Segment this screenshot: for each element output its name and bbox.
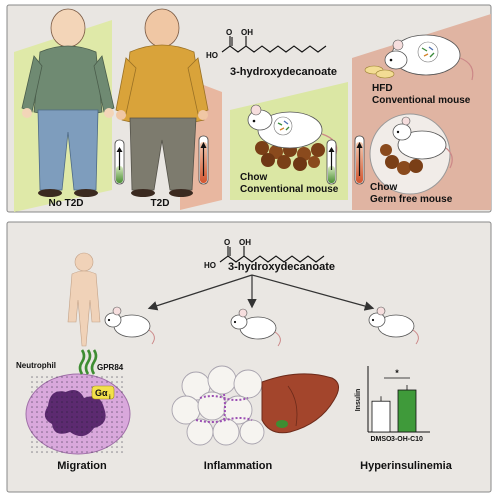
mouse-hfd-conventional: [364, 34, 474, 81]
label-germ-free-mouse: Germ free mouse: [370, 194, 453, 205]
g-alpha-subscript: i: [109, 395, 111, 401]
compound-label-top: 3-hydroxydecanoate: [230, 66, 337, 78]
tube-low-level-human: [114, 139, 125, 185]
tick-label: DMSO: [371, 436, 393, 443]
top-panel: No T2D T2D O OH H: [6, 4, 492, 213]
gpr84-label: GPR84: [97, 363, 124, 372]
chart-bars: DMSO 3-OH-C10: [371, 385, 423, 443]
mouse-germ-free: [369, 113, 453, 195]
g-alpha-i-protein: Gα i: [91, 385, 115, 401]
mouse-migration: [104, 306, 155, 345]
significance-marker: *: [395, 368, 399, 378]
person-no-t2d: [21, 8, 115, 197]
mouse-hyperinsulinemia: [368, 306, 419, 345]
human-silhouette: [67, 252, 101, 347]
compound-structure-top: O OH HO: [206, 28, 327, 60]
formula-oh-top-bottom: OH: [239, 238, 251, 247]
mouse-inflammation: [230, 308, 281, 347]
chart-ylabel: Insulin: [355, 389, 362, 412]
neutrophil-label: Neutrophil: [16, 361, 56, 370]
neutrophil-cell: Gα i: [25, 349, 131, 455]
formula-oh-left: HO: [206, 51, 218, 60]
compound-structure-bottom: O OH HO: [204, 238, 325, 270]
formula-oh-left-bottom: HO: [204, 261, 216, 270]
tube-high-level-mouse: [354, 135, 365, 185]
arrow-to-migration: [147, 274, 253, 311]
adipose-tissue: [171, 365, 265, 446]
arrow-to-hyperinsulinemia: [251, 274, 375, 311]
gpr84-receptor: [78, 349, 98, 375]
g-alpha-label: Gα: [95, 388, 108, 398]
tick-label: 3-OH-C10: [391, 436, 423, 443]
label-migration: Migration: [57, 460, 107, 472]
label-no-t2d: No T2D: [49, 198, 84, 209]
label-conventional-mouse-2: Conventional mouse: [372, 95, 471, 106]
label-chow-1: Chow: [240, 172, 267, 183]
liver-organ: [261, 373, 339, 434]
bar-dmso: [371, 400, 391, 433]
formula-oh-top: OH: [241, 28, 253, 37]
label-inflammation: Inflammation: [204, 460, 273, 472]
label-conventional-mouse-1: Conventional mouse: [240, 184, 339, 195]
label-chow-2: Chow: [370, 182, 397, 193]
compound-label-bottom: 3-hydroxydecanoate: [228, 261, 335, 273]
insulin-bar-chart: Insulin * DMSO 3-OH-C10: [355, 366, 430, 443]
formula-o-top: O: [226, 28, 232, 37]
mouse-chow-conventional: [247, 104, 338, 171]
tube-low-level-mouse: [326, 139, 337, 185]
formula-o-bottom: O: [224, 238, 230, 247]
gut-microbes: [273, 116, 293, 136]
label-hyperinsulinemia: Hyperinsulinemia: [360, 460, 453, 472]
chow-pellets: [255, 141, 325, 171]
bar-3-oh-c10: [397, 389, 417, 433]
label-t2d: T2D: [151, 198, 170, 209]
person-t2d: [115, 8, 209, 197]
tube-high-level-human: [198, 135, 209, 185]
bottom-panel: O OH HO 3-hydroxydecanoate: [6, 221, 492, 493]
label-hfd: HFD: [372, 83, 393, 94]
